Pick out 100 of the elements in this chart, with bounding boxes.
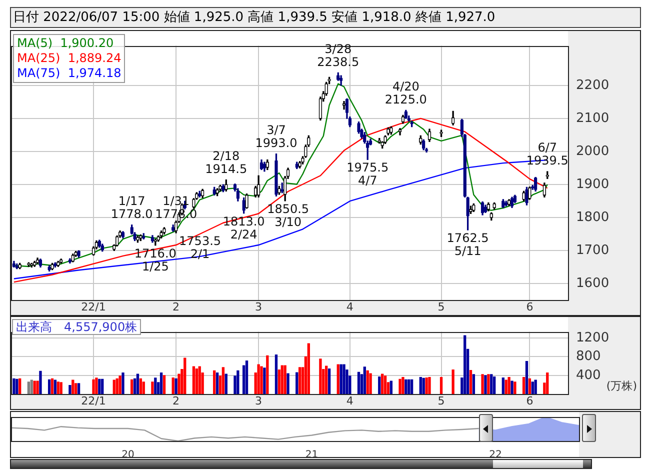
bar [72,380,74,394]
bar [16,378,18,394]
bar [56,382,60,394]
candlestick [68,258,72,264]
x-tick-label: 3 [255,394,262,408]
bar [54,380,57,394]
bar [213,370,216,394]
chart-title: 出来高 4,557,900株 [12,319,142,335]
bar [92,379,95,394]
candlestick [142,233,146,240]
bar [490,374,493,394]
candlestick [266,159,270,170]
chart-title: 日付 2022/06/07 15:00 始値 1,925.0 高値 1,939.5 安値 1,918.0 終値 1,927.0 [10,7,641,28]
bar [154,378,157,394]
candlestick [100,244,104,252]
x-tick-label: 22/1 [81,394,106,408]
candlestick [260,159,264,170]
candlestick [48,265,51,272]
bar [508,376,510,394]
bar [472,374,476,394]
candlestick [32,260,36,267]
bar [33,380,36,394]
bar [336,364,340,394]
candlestick [278,186,281,195]
candlestick [510,196,514,208]
bar [484,375,487,394]
bar [18,378,22,394]
candlestick [401,114,405,124]
text: MA(5) 1,900.20 [17,36,115,51]
candlestick [160,230,163,238]
candlestick [422,139,426,150]
bar [502,377,504,394]
bar [366,370,369,394]
bar [139,378,142,394]
candlestick [507,199,511,206]
candlestick [256,175,260,198]
x-tick-label: 2 [172,300,180,314]
bar [112,380,116,394]
bar [440,376,443,394]
bar [525,361,528,394]
bar [504,380,508,394]
bar [266,355,269,394]
annotation: 1716.0 1/25 [134,246,176,274]
bar [404,379,408,394]
candlestick [390,126,393,135]
bar [274,354,278,394]
bar [328,368,331,394]
candlestick [274,154,278,196]
y-tick-label: 1200 [576,330,610,346]
candlestick [36,258,40,264]
bar [319,358,322,394]
bar [340,364,342,394]
bar [369,373,372,394]
bar [522,376,526,394]
bar [531,382,534,394]
bar [278,369,281,394]
text: MA(75) 1,974.18 [17,66,122,81]
annotation: 6/7 1939.5 [526,140,568,168]
bar [514,382,516,394]
bar [98,378,101,394]
candlestick [451,110,455,126]
x-tick-label: 4 [346,300,354,314]
annotation: 1850.5 3/10 [267,202,310,230]
bar [30,380,33,394]
x-tick-label: 5 [438,300,445,314]
candlestick [262,162,266,172]
bar [487,374,490,394]
candlestick [50,262,54,270]
bar [27,382,30,394]
bar [384,376,387,394]
annotation: 1762.5 5/11 [446,231,489,258]
bar [402,376,404,394]
bar [60,382,62,394]
bar [280,365,284,394]
bar [363,366,366,394]
bar [95,378,98,394]
bar [419,376,422,394]
candlestick [525,186,528,206]
candlestick [386,127,390,136]
y-tick-label: 2100 [576,110,610,126]
bar [12,378,16,394]
y-tick-label: 800 [576,349,601,364]
bar [68,384,72,394]
candlestick [222,184,225,192]
candlestick [486,202,490,212]
bar [142,382,145,394]
candlestick [398,128,402,136]
x-tick-label: 22/1 [81,300,106,314]
candlestick [295,162,298,170]
candlestick [18,262,22,270]
bar [48,379,51,394]
y-axis-title: (万株) [606,380,637,393]
bar [195,368,198,394]
candlestick [492,202,496,210]
y-tick-label: 1600 [576,276,610,292]
bar [245,360,248,394]
x-tick-label: 2 [172,394,180,408]
candlestick [139,234,142,242]
y-tick-label: 2000 [576,144,610,159]
bar [325,366,328,394]
